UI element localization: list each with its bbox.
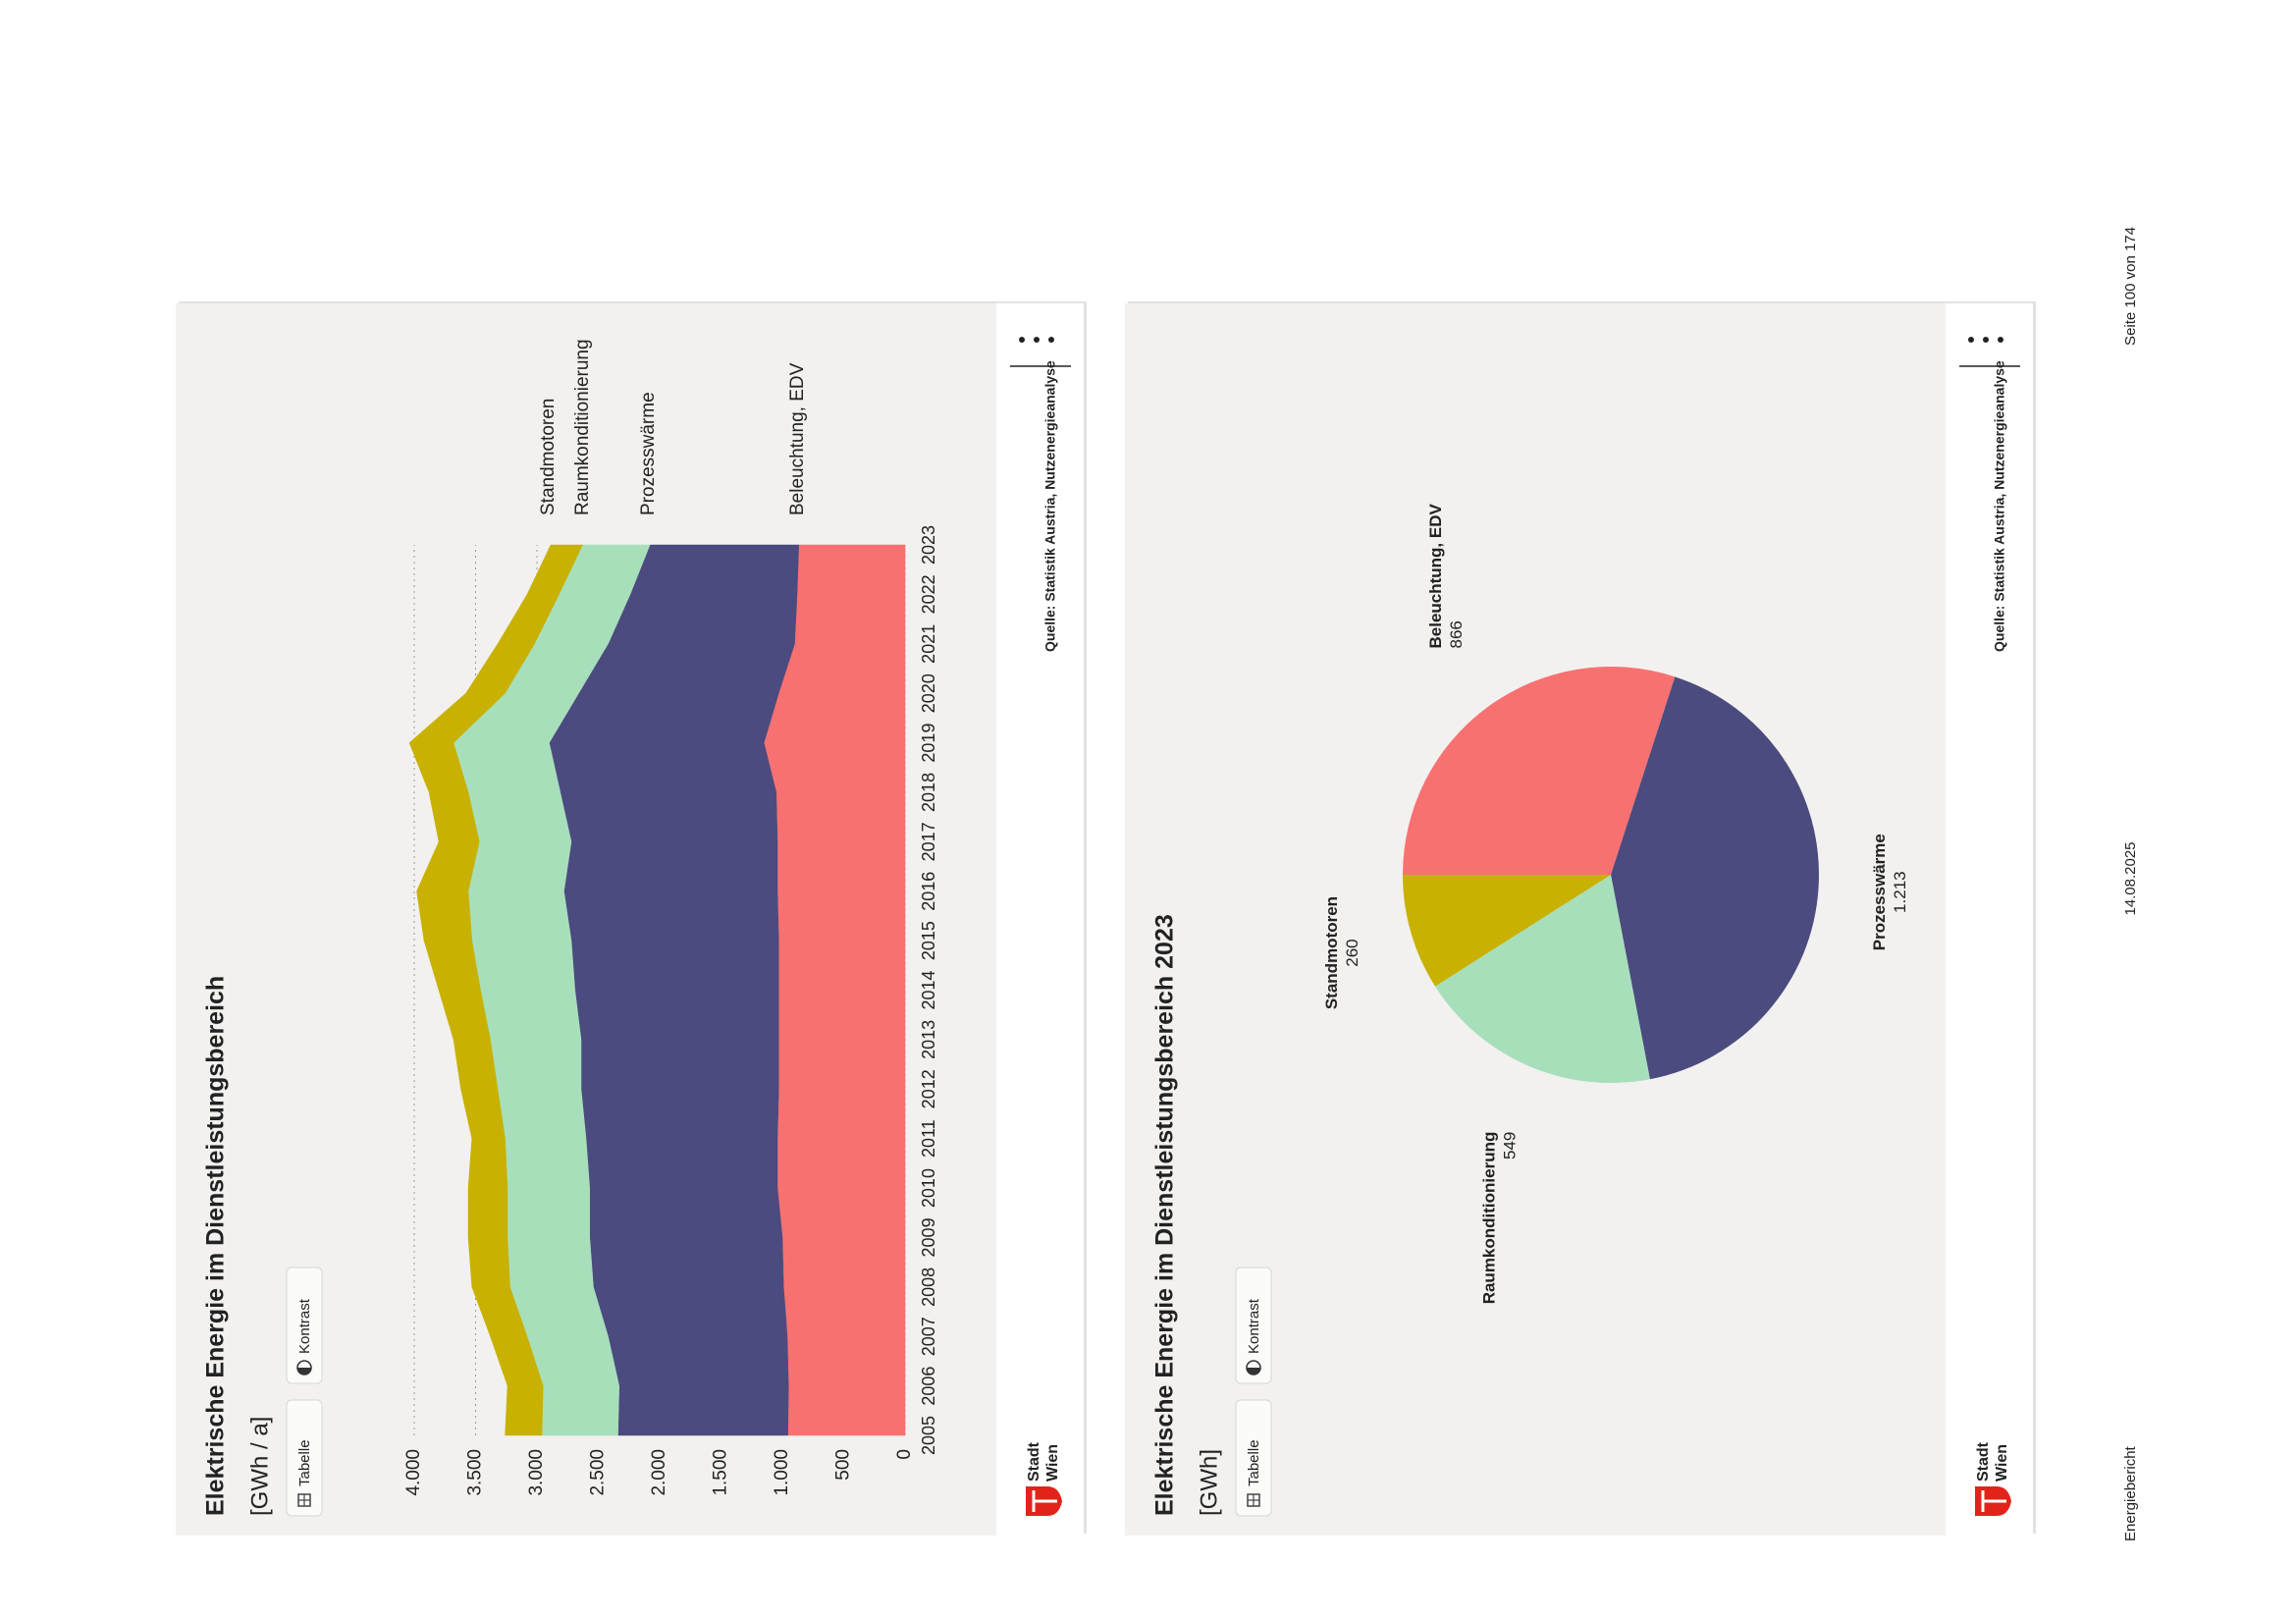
more-menu[interactable] xyxy=(1019,337,1054,343)
pie-label-name: Standmotoren xyxy=(1322,896,1341,1009)
x-tick-label: 2011 xyxy=(919,1119,938,1158)
chart-title: Elektrische Energie im Dienstleistungsbe… xyxy=(1151,914,1179,1516)
x-tick-label: 2015 xyxy=(919,921,938,960)
menu-dot[interactable] xyxy=(1983,337,1989,343)
pie-label-value: 260 xyxy=(1343,939,1362,966)
button-frame[interactable] xyxy=(1235,1267,1272,1384)
pie-slice xyxy=(1403,667,1676,875)
x-tick-label: 2010 xyxy=(919,1168,938,1208)
pie-label-name: Beleuchtung, EDV xyxy=(1426,503,1445,648)
area-series xyxy=(763,544,906,1436)
button-frame[interactable] xyxy=(286,1267,323,1384)
source-note: Quelle: Statistik Austria, Nutzenergiean… xyxy=(1042,360,1058,652)
y-tick-label: 2.500 xyxy=(588,1449,609,1496)
logo-text: Stadt xyxy=(1975,1441,1992,1482)
x-tick-label: 2022 xyxy=(919,574,938,614)
footer-date: 14.08.2025 xyxy=(2122,841,2139,915)
toolbar-button[interactable]: Tabelle xyxy=(1235,1399,1272,1517)
x-tick-label: 2013 xyxy=(919,1020,938,1059)
logo-text: Wien xyxy=(1044,1444,1061,1482)
chart-title: Elektrische Energie im Dienstleistungsbe… xyxy=(202,976,230,1516)
x-tick-label: 2017 xyxy=(919,822,938,861)
menu-dot[interactable] xyxy=(1968,337,1974,343)
x-tick-label: 2016 xyxy=(919,872,938,911)
button-frame[interactable] xyxy=(1235,1399,1272,1517)
menu-dot[interactable] xyxy=(1034,337,1040,343)
panel-footer xyxy=(996,303,1084,1536)
logo-mark xyxy=(1032,1490,1057,1512)
pie-label-name: Raumkonditionierung xyxy=(1479,1132,1498,1305)
y-tick-label: 3.500 xyxy=(465,1449,486,1496)
chart-panel: Elektrische Energie im Dienstleistungsbe… xyxy=(1125,301,2036,1536)
source-note: Quelle: Statistik Austria, Nutzenergiean… xyxy=(1992,360,2007,652)
button-label[interactable]: Tabelle xyxy=(296,1439,313,1486)
x-tick-label: 2012 xyxy=(919,1069,938,1108)
y-tick-label: 500 xyxy=(833,1449,854,1481)
chart-subtitle: [GWh] xyxy=(1196,1449,1222,1516)
chart-subtitle: [GWh / a] xyxy=(246,1417,273,1516)
toolbar-button[interactable]: Tabelle xyxy=(286,1399,323,1517)
x-tick-label: 2006 xyxy=(919,1367,938,1406)
y-tick-label: 2.000 xyxy=(649,1449,669,1496)
pie-label-value: 1.213 xyxy=(1891,871,1909,913)
y-tick-label: 0 xyxy=(894,1449,915,1460)
pie-slice xyxy=(1611,676,1819,1080)
menu-dot[interactable] xyxy=(1998,337,2003,343)
y-tick-label: 3.000 xyxy=(526,1449,547,1496)
x-tick-label: 2014 xyxy=(919,970,938,1009)
logo-text: Stadt xyxy=(1026,1441,1042,1482)
x-tick-label: 2021 xyxy=(919,624,938,664)
x-tick-label: 2005 xyxy=(919,1416,938,1455)
pie-label-value: 866 xyxy=(1447,620,1466,648)
button-frame[interactable] xyxy=(286,1399,323,1517)
series-label: Beleuchtung, EDV xyxy=(787,362,808,515)
logo-mark xyxy=(1981,1490,2006,1512)
panel-footer xyxy=(1946,303,2033,1536)
y-tick-label: 1.000 xyxy=(772,1449,792,1496)
x-tick-label: 2008 xyxy=(919,1267,938,1307)
x-tick-label: 2009 xyxy=(919,1217,938,1257)
pie-label-value: 549 xyxy=(1500,1132,1519,1160)
more-menu[interactable] xyxy=(1968,337,2003,343)
x-tick-label: 2020 xyxy=(919,674,938,713)
x-tick-label: 2023 xyxy=(919,525,938,565)
y-tick-label: 4.000 xyxy=(403,1449,424,1496)
contrast-icon-half xyxy=(1247,1368,1260,1375)
area-series xyxy=(408,544,583,1436)
series-label: Raumkonditionierung xyxy=(572,339,593,515)
button-label[interactable]: Kontrast xyxy=(296,1298,313,1354)
menu-dot[interactable] xyxy=(1048,337,1054,343)
chart-panel: Elektrische Energie im Dienstleistungsbe… xyxy=(176,301,1087,1536)
pie-label-name: Prozesswärme xyxy=(1870,834,1889,950)
x-tick-label: 2018 xyxy=(919,773,938,812)
y-tick-label: 1.500 xyxy=(711,1449,731,1496)
toolbar-button[interactable]: Kontrast xyxy=(1235,1267,1272,1384)
series-label: Standmotoren xyxy=(538,399,559,515)
x-tick-label: 2007 xyxy=(919,1317,938,1356)
footer-page-number: Seite 100 von 174 xyxy=(2122,227,2139,346)
contrast-icon-half xyxy=(297,1368,311,1375)
button-label[interactable]: Tabelle xyxy=(1246,1439,1262,1486)
x-tick-label: 2019 xyxy=(919,724,938,763)
menu-dot[interactable] xyxy=(1019,337,1025,343)
logo-text: Wien xyxy=(1994,1444,2010,1482)
button-label[interactable]: Kontrast xyxy=(1246,1298,1262,1354)
pie-slice xyxy=(1435,875,1650,1083)
footer-left: Energiebericht xyxy=(2122,1445,2139,1541)
toolbar-button[interactable]: Kontrast xyxy=(286,1267,323,1384)
series-label: Prozesswärme xyxy=(638,392,659,515)
pie-slice xyxy=(1403,875,1611,987)
